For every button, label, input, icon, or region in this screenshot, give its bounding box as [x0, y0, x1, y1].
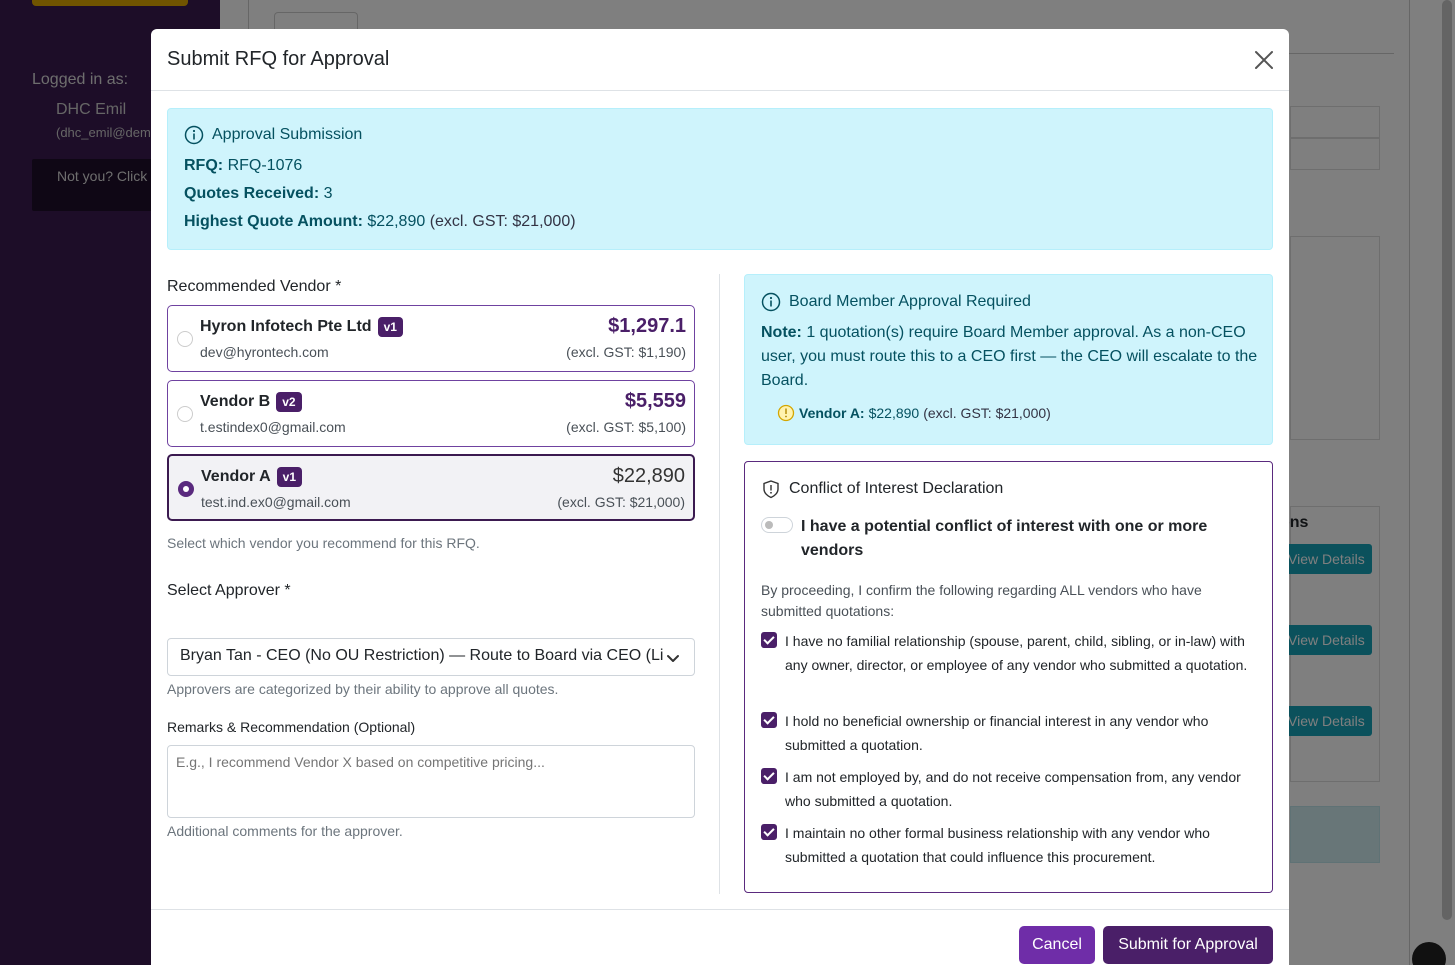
remarks-textarea[interactable]	[167, 745, 695, 818]
vendor-email: t.estindex0@gmail.com	[200, 419, 346, 435]
quotes-label: Quotes Received:	[184, 185, 320, 202]
quotes-value: 3	[323, 185, 333, 202]
coi-intro: By proceeding, I confirm the following r…	[761, 582, 1202, 619]
vendor-option-selected[interactable]: Vendor A v1 test.ind.ex0@gmail.com $22,8…	[167, 454, 695, 521]
board-vendor-excl: (excl. GST: $21,000)	[923, 405, 1051, 421]
column-divider	[719, 274, 720, 894]
vendor-radio[interactable]	[177, 406, 193, 422]
submit-rfq-modal: Submit RFQ for Approval Approval Submiss…	[151, 29, 1289, 965]
vendor-option[interactable]: Hyron Infotech Pte Ltd v1 dev@hyrontech.…	[167, 305, 695, 372]
close-icon[interactable]	[1253, 49, 1275, 71]
declaration-text: I hold no beneficial ownership or financ…	[785, 713, 1209, 753]
vendor-option[interactable]: Vendor B v2 t.estindex0@gmail.com $5,559…	[167, 380, 695, 447]
board-vendor-label: Vendor A:	[799, 405, 865, 421]
board-note: Note: 1 quotation(s) require Board Membe…	[761, 321, 1261, 393]
conflict-toggle-label: I have a potential conflict of interest …	[801, 518, 1208, 559]
version-badge: v2	[276, 392, 302, 412]
vendor-radio[interactable]	[177, 331, 193, 347]
declaration-text: I maintain no other formal business rela…	[785, 825, 1210, 865]
vendor-name: Hyron Infotech Pte Ltd	[200, 318, 372, 335]
approval-summary-alert: Approval Submission RFQ: RFQ-1076 Quotes…	[167, 108, 1273, 250]
highest-label: Highest Quote Amount:	[184, 213, 363, 230]
board-vendor-line: Vendor A: $22,890 (excl. GST: $21,000)	[777, 404, 1051, 422]
shield-icon	[763, 480, 779, 499]
rfq-value: RFQ-1076	[227, 157, 303, 174]
approver-help: Approvers are categorized by their abili…	[167, 681, 559, 697]
vendor-label: Recommended Vendor *	[167, 278, 342, 295]
note-text: 1 quotation(s) require Board Member appr…	[761, 324, 1258, 389]
board-heading: Board Member Approval Required	[789, 293, 1031, 310]
declaration-text: I am not employed by, and do not receive…	[785, 769, 1241, 809]
highest-value: $22,890	[367, 213, 426, 230]
chevron-down-icon	[667, 655, 679, 662]
vendor-amount: $5,559	[624, 390, 686, 412]
summary-heading: Approval Submission	[212, 126, 363, 143]
remarks-help: Additional comments for the approver.	[167, 823, 403, 839]
vendor-excl: (excl. GST: $21,000)	[557, 494, 685, 510]
declaration-checkbox[interactable]	[761, 824, 777, 840]
vendor-amount: $1,297.1	[608, 315, 686, 337]
cancel-button[interactable]: Cancel	[1019, 926, 1095, 964]
info-icon	[761, 292, 781, 312]
version-badge: v1	[276, 467, 302, 487]
vendor-name-row: Hyron Infotech Pte Ltd v1	[200, 317, 403, 337]
rfq-line: RFQ: RFQ-1076	[184, 157, 302, 175]
alert-heading: Approval Submission	[184, 125, 362, 145]
modal-footer: Cancel Submit for Approval	[151, 909, 1289, 965]
highest-line: Highest Quote Amount: $22,890 (excl. GST…	[184, 213, 576, 231]
vendor-name-row: Vendor B v2	[200, 392, 302, 412]
quotes-line: Quotes Received: 3	[184, 185, 333, 203]
approver-selected-value: Bryan Tan - CEO (No OU Restriction) — Ro…	[180, 647, 664, 664]
vendor-name: Vendor A	[201, 468, 271, 485]
note-label: Note:	[761, 324, 802, 341]
vendor-excl: (excl. GST: $5,100)	[566, 419, 686, 435]
conflict-toggle[interactable]	[761, 517, 793, 533]
approver-select[interactable]: Bryan Tan - CEO (No OU Restriction) — Ro…	[167, 638, 695, 676]
board-vendor-amount: $22,890	[868, 405, 920, 421]
declaration-checkbox[interactable]	[761, 632, 777, 648]
coi-heading-row: Conflict of Interest Declaration	[761, 479, 1003, 499]
modal-title: Submit RFQ for Approval	[167, 48, 390, 70]
board-approval-alert: Board Member Approval Required Note: 1 q…	[744, 274, 1273, 445]
vendor-email: test.ind.ex0@gmail.com	[201, 494, 351, 510]
version-badge: v1	[377, 317, 403, 337]
rfq-label: RFQ:	[184, 157, 224, 174]
highest-excl: (excl. GST: $21,000)	[429, 213, 576, 230]
coi-heading: Conflict of Interest Declaration	[789, 480, 1004, 497]
vendor-name: Vendor B	[200, 393, 271, 410]
modal-header: Submit RFQ for Approval	[151, 29, 1289, 91]
warning-icon	[777, 404, 795, 422]
vendor-radio[interactable]	[178, 481, 194, 497]
vendor-excl: (excl. GST: $1,190)	[566, 344, 686, 360]
declaration-text: I have no familial relationship (spouse,…	[785, 633, 1248, 673]
board-heading-row: Board Member Approval Required	[761, 292, 1031, 312]
submit-for-approval-button[interactable]: Submit for Approval	[1103, 926, 1273, 964]
declaration-checkbox[interactable]	[761, 712, 777, 728]
vendor-help: Select which vendor you recommend for th…	[167, 535, 480, 551]
approver-label: Select Approver *	[167, 582, 291, 599]
conflict-of-interest-card: Conflict of Interest Declaration I have …	[744, 461, 1273, 893]
vendor-name-row: Vendor A v1	[201, 467, 302, 487]
remarks-label: Remarks & Recommendation (Optional)	[167, 719, 416, 735]
info-icon	[184, 125, 204, 145]
vendor-amount: $22,890	[612, 465, 685, 487]
vendor-email: dev@hyrontech.com	[200, 344, 329, 360]
declaration-checkbox[interactable]	[761, 768, 777, 784]
